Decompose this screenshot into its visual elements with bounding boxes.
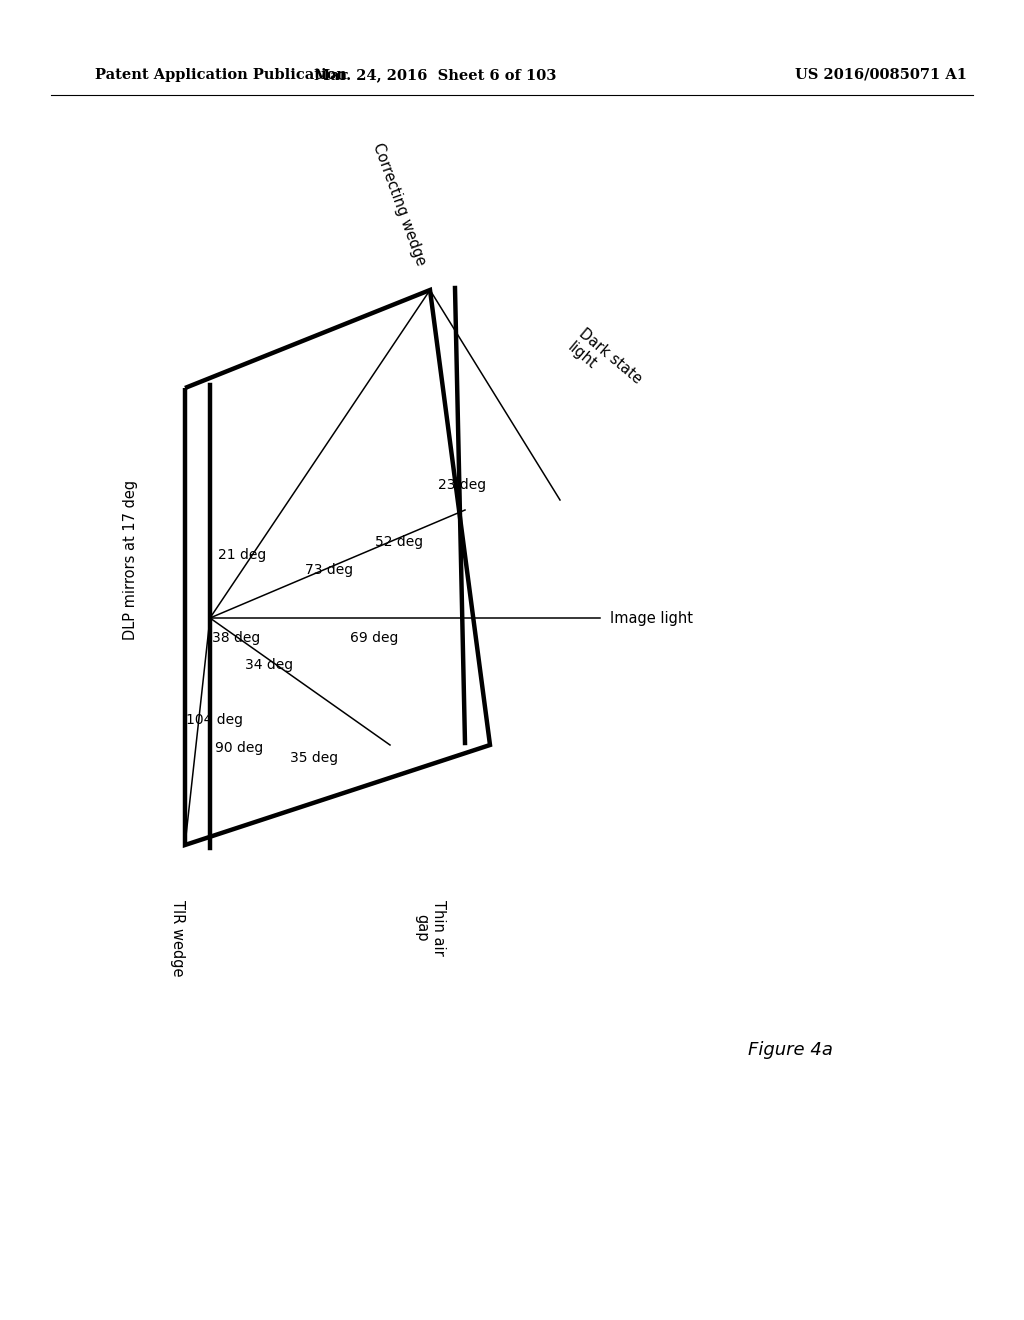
Text: TIR wedge: TIR wedge (171, 900, 185, 977)
Text: 35 deg: 35 deg (290, 751, 338, 766)
Text: 52 deg: 52 deg (375, 535, 423, 549)
Text: 34 deg: 34 deg (245, 657, 293, 672)
Text: Figure 4a: Figure 4a (748, 1041, 833, 1059)
Text: DLP mirrors at 17 deg: DLP mirrors at 17 deg (123, 480, 137, 640)
Text: 104 deg: 104 deg (186, 713, 243, 727)
Text: 73 deg: 73 deg (305, 564, 353, 577)
Text: Dark state
light: Dark state light (565, 326, 645, 400)
Text: 90 deg: 90 deg (215, 741, 263, 755)
Text: 23 deg: 23 deg (438, 478, 486, 492)
Text: Mar. 24, 2016  Sheet 6 of 103: Mar. 24, 2016 Sheet 6 of 103 (313, 69, 556, 82)
Text: Image light: Image light (610, 610, 693, 626)
Text: 38 deg: 38 deg (212, 631, 260, 645)
Text: Correcting wedge: Correcting wedge (370, 141, 428, 268)
Text: US 2016/0085071 A1: US 2016/0085071 A1 (795, 69, 967, 82)
Text: 21 deg: 21 deg (218, 548, 266, 562)
Text: Thin air
gap: Thin air gap (414, 900, 446, 956)
Text: 69 deg: 69 deg (350, 631, 398, 645)
Text: Patent Application Publication: Patent Application Publication (95, 69, 347, 82)
